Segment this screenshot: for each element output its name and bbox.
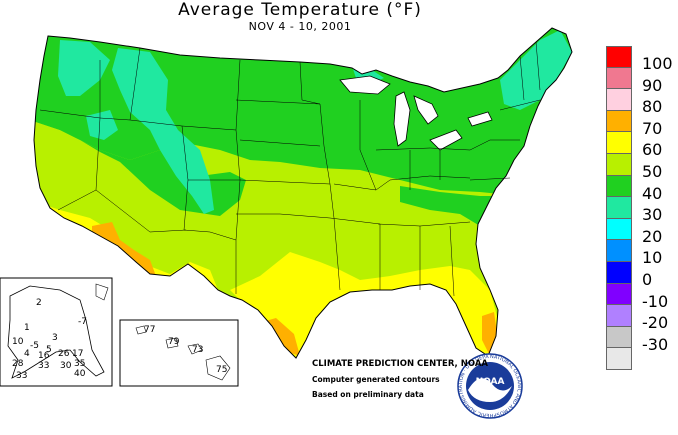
alaska-value: 16 [38,351,50,361]
alaska-inset: 2 -7 1 3 10 -5 5 26 4 16 33 17 28 30 35 … [0,277,113,387]
legend-label: 50 [642,161,663,181]
legend-swatch [606,261,632,284]
legend-label: -20 [642,313,669,333]
alaska-value: 30 [60,361,72,371]
legend-label: 100 [642,54,673,73]
legend-swatch [606,197,632,219]
legend-label: -10 [642,291,669,311]
contiguous-us [33,27,573,359]
legend-swatch [606,175,632,198]
legend-label: 70 [642,118,663,138]
legend-swatch [606,153,632,176]
legend-swatch [606,132,632,154]
legend-label: 30 [642,205,663,225]
legend-swatch [606,305,632,327]
credits-line3: Based on preliminary data [312,390,424,399]
legend-row: 60 [606,132,676,158]
legend-row [606,348,676,370]
legend-swatch [606,326,632,349]
legend-row: 80 [606,89,676,115]
noaa-logo-text: NOAA [476,377,505,387]
credits-center: CLIMATE PREDICTION CENTER, NOAA [312,359,488,369]
legend-row: 10 [606,240,676,266]
alaska-value: 3 [52,333,58,343]
legend-row: -20 [606,305,676,331]
hawaii-value: 77 [144,325,155,335]
legend-row: -30 [606,326,676,352]
legend-label: 0 [642,269,653,289]
alaska-value: 1 [24,323,30,333]
legend-swatch [606,218,632,241]
hawaii-value: 75 [216,365,227,375]
alaska-value: 26 [58,349,70,359]
alaska-value: -5 [30,341,39,351]
legend-swatch [606,67,632,90]
legend-label: 80 [642,97,663,117]
legend-row: 50 [606,153,676,179]
alaska-value: 40 [74,369,86,379]
alaska-value: 10 [12,337,24,347]
alaska-value: 2 [36,298,42,308]
legend-swatch [606,348,632,370]
alaska-value: 17 [72,349,83,359]
legend-row: 100 [606,46,676,72]
legend-label: 10 [642,248,663,268]
legend-swatch [606,283,632,306]
map-title: Average Temperature (°F) [178,0,422,20]
hawaii-value: 73 [192,345,203,355]
legend-swatch [606,240,632,262]
state-boundaries [39,41,541,297]
legend-label: 90 [642,75,663,95]
legend-label: 60 [642,140,663,160]
alaska-value: -7 [78,317,87,327]
legend-label: 40 [642,183,663,203]
legend-row: 0 [606,261,676,287]
hawaii-inset: 77 79 73 75 [119,319,239,387]
legend-swatch [606,46,632,68]
legend-row: 40 [606,175,676,201]
alaska-value: 4 [24,349,30,359]
hawaii-value: 79 [168,337,180,347]
map-subtitle: NOV 4 - 10, 2001 [248,20,352,33]
alaska-value: 33 [38,361,49,371]
alaska-value: 5 [46,345,52,355]
legend-row: 30 [606,197,676,223]
credits: CLIMATE PREDICTION CENTER, NOAA Computer… [312,357,488,402]
legend-swatch [606,110,632,133]
credits-line2: Computer generated contours [312,375,440,384]
title-unit: (°F) [386,0,422,20]
legend-swatch [606,89,632,111]
legend-label: -30 [642,334,669,354]
alaska-value: 35 [74,359,85,369]
alaska-value: 33 [16,371,27,381]
legend-row: -10 [606,283,676,309]
legend-row: 70 [606,110,676,136]
alaska-value: 28 [12,359,24,369]
legend-row: 20 [606,218,676,244]
color-legend: 100 90 80 70 60 50 40 30 20 10 0 -10 -20 -30 [606,46,676,370]
legend-row: 90 [606,67,676,93]
legend-label: 20 [642,226,663,246]
